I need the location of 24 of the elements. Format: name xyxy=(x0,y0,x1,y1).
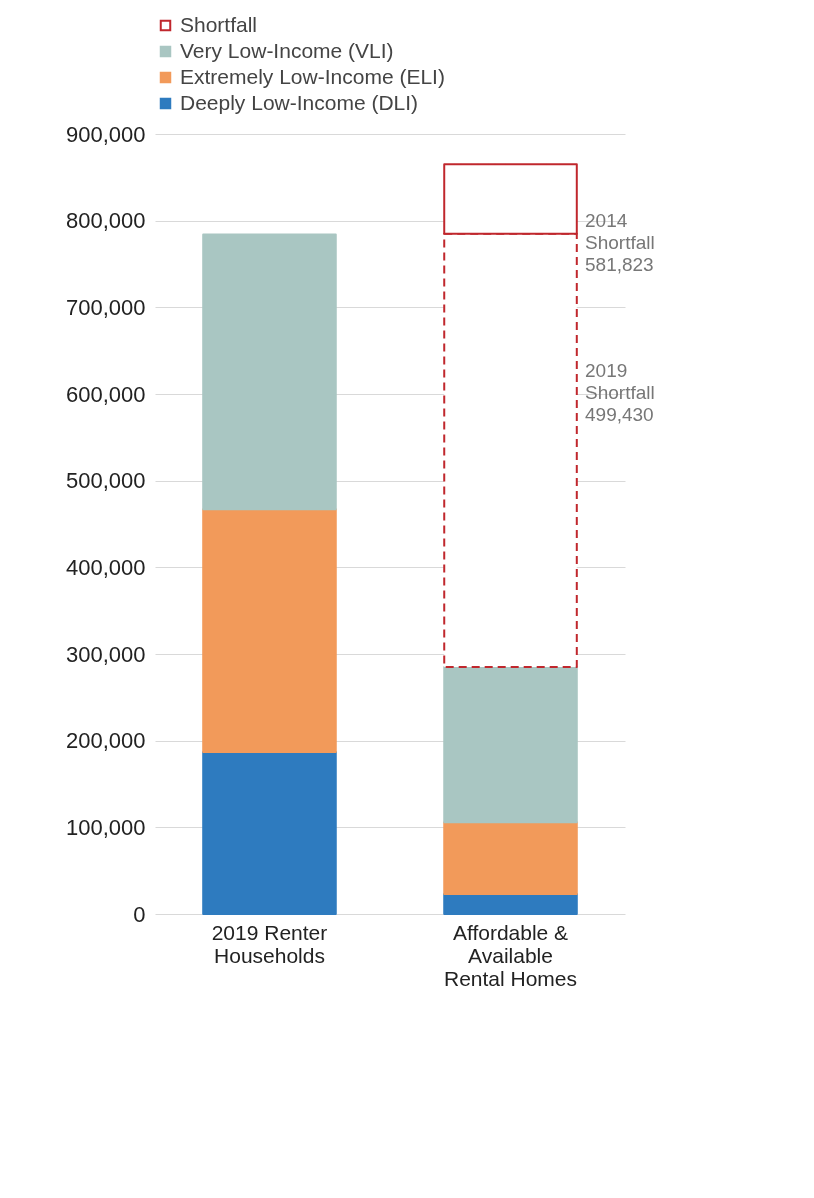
bar xyxy=(443,666,578,824)
y-tick-label: 500,000 xyxy=(65,468,146,494)
legend-label: Deeply Low-Income (DLI) xyxy=(180,90,419,114)
legend-label: Extremely Low-Income (ELI) xyxy=(180,64,445,88)
y-tick-label: 200,000 xyxy=(65,728,146,754)
y-tick-label: 300,000 xyxy=(65,641,146,667)
y-tick-label: 900,000 xyxy=(65,121,146,147)
y-tick-label: 100,000 xyxy=(65,814,146,840)
bar xyxy=(202,233,337,511)
bar xyxy=(202,750,337,915)
annotation: 2014 Shortfall 581,823 xyxy=(585,210,655,275)
bar xyxy=(202,508,337,753)
y-tick-label: 0 xyxy=(133,901,146,927)
legend-label: Very Low-Income (VLI) xyxy=(180,38,394,62)
x-tick-label: Affordable & Available Rental Homes xyxy=(443,920,578,990)
y-tick-label: 700,000 xyxy=(65,294,146,320)
bar xyxy=(443,821,578,896)
y-tick-label: 800,000 xyxy=(65,208,146,234)
annotation: 2019 Shortfall 499,430 xyxy=(585,360,655,425)
y-tick-label: 400,000 xyxy=(65,554,146,580)
bar xyxy=(443,893,578,915)
x-tick-label: 2019 Renter Households xyxy=(211,920,328,967)
y-tick-label: 600,000 xyxy=(65,381,146,407)
legend-label: Shortfall xyxy=(180,12,258,36)
